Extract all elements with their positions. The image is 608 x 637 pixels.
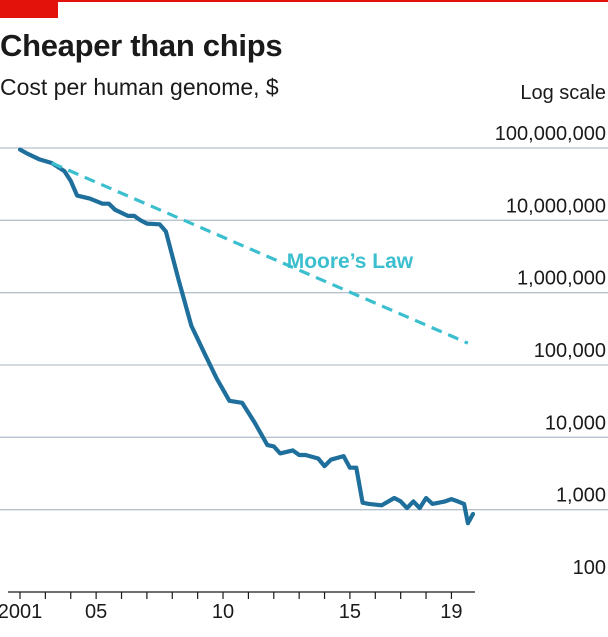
chart-title: Cheaper than chips: [0, 28, 283, 63]
series-annotation: Moore’s Law: [287, 250, 414, 273]
x-axis: 2001 05 10 15 19: [0, 591, 475, 623]
scale-note: Log scale: [520, 82, 606, 104]
y-tick-label: 10,000: [545, 412, 606, 434]
x-tick-label: 2001: [0, 601, 42, 623]
header-rule: [0, 0, 608, 2]
x-tick-label: 15: [339, 601, 361, 623]
brand-tag: [0, 0, 58, 18]
x-tick-label: 10: [212, 601, 234, 623]
x-tick-label: 05: [85, 601, 107, 623]
y-tick-label: 1,000: [556, 485, 606, 507]
y-tick-label: 10,000,000: [506, 195, 606, 217]
series-layer: [17, 147, 476, 526]
chart-subtitle: Cost per human genome, $: [0, 74, 279, 100]
y-tick-label: 100,000,000: [495, 123, 606, 145]
grid-layer: [0, 147, 608, 511]
x-tick-label: 19: [440, 601, 462, 623]
y-axis-labels: 100,000,000 10,000,000 1,000,000 100,000 10,…: [495, 123, 606, 579]
y-tick-label: 100,000: [534, 340, 606, 362]
moores-law-line: [51, 161, 469, 345]
genome-cost-line: [17, 147, 476, 526]
y-tick-label: 100: [573, 557, 606, 579]
annotation-layer: Moore’s Law: [287, 250, 414, 273]
y-tick-label: 1,000,000: [517, 268, 606, 290]
